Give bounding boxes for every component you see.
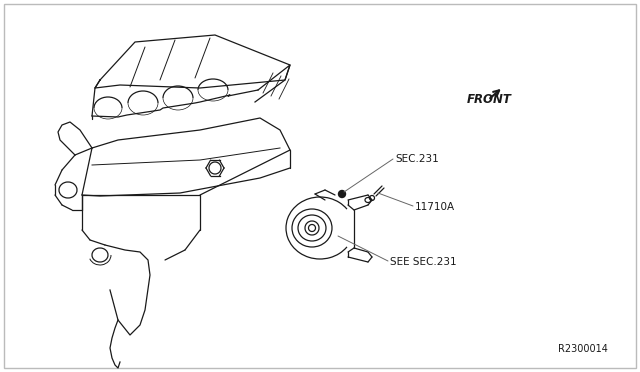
Text: 11710A: 11710A: [415, 202, 455, 212]
Text: SEE SEC.231: SEE SEC.231: [390, 257, 456, 267]
FancyBboxPatch shape: [4, 4, 636, 368]
Text: FRONT: FRONT: [467, 93, 512, 106]
Text: R2300014: R2300014: [558, 344, 608, 354]
Text: SEC.231: SEC.231: [395, 154, 439, 164]
Circle shape: [339, 190, 346, 198]
